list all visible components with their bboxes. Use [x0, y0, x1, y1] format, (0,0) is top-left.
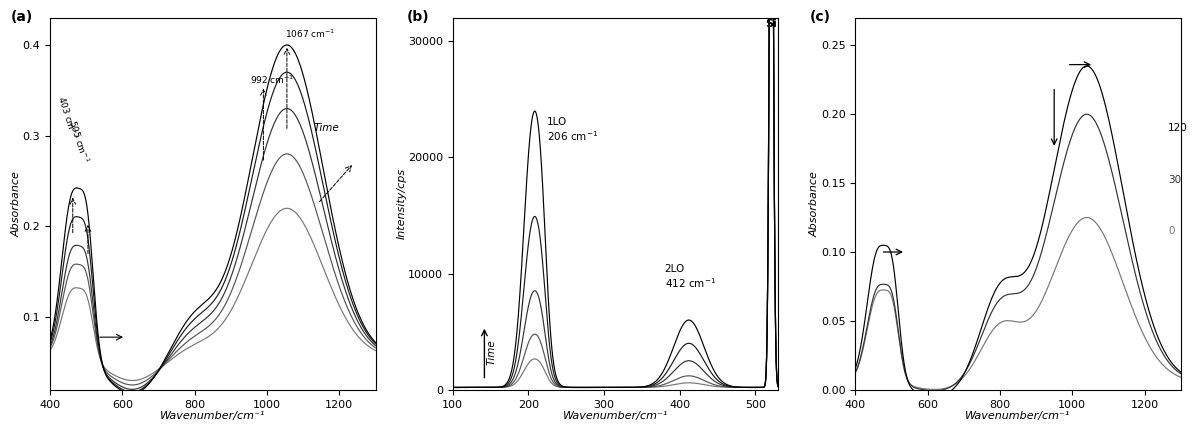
X-axis label: Wavenumber/cm⁻¹: Wavenumber/cm⁻¹ [160, 411, 265, 421]
Text: 1LO
206 cm$^{-1}$: 1LO 206 cm$^{-1}$ [548, 117, 598, 143]
Text: 992 cm$^{-1}$: 992 cm$^{-1}$ [250, 73, 294, 86]
Text: (c): (c) [809, 10, 831, 24]
Text: 2LO
412 cm$^{-1}$: 2LO 412 cm$^{-1}$ [664, 264, 716, 290]
Text: (b): (b) [407, 10, 430, 24]
Y-axis label: Absorbance: Absorbance [11, 171, 22, 237]
Y-axis label: Intensity/cps: Intensity/cps [396, 168, 406, 239]
Text: 30: 30 [1169, 175, 1182, 185]
Text: Time: Time [313, 123, 340, 133]
Y-axis label: Absorbance: Absorbance [809, 171, 819, 237]
X-axis label: Wavenumber/cm⁻¹: Wavenumber/cm⁻¹ [966, 411, 1071, 421]
Text: 1067 cm$^{-1}$: 1067 cm$^{-1}$ [285, 28, 335, 41]
Text: 505 cm$^{-1}$: 505 cm$^{-1}$ [66, 118, 91, 165]
Text: 120: 120 [1169, 123, 1188, 133]
Text: 403 cm$^{-1}$: 403 cm$^{-1}$ [55, 94, 80, 140]
Text: Si: Si [765, 19, 777, 29]
Text: 0: 0 [1169, 226, 1175, 236]
Text: (a): (a) [11, 10, 34, 24]
X-axis label: Wavenumber/cm⁻¹: Wavenumber/cm⁻¹ [563, 411, 668, 421]
Text: Time: Time [486, 340, 497, 365]
